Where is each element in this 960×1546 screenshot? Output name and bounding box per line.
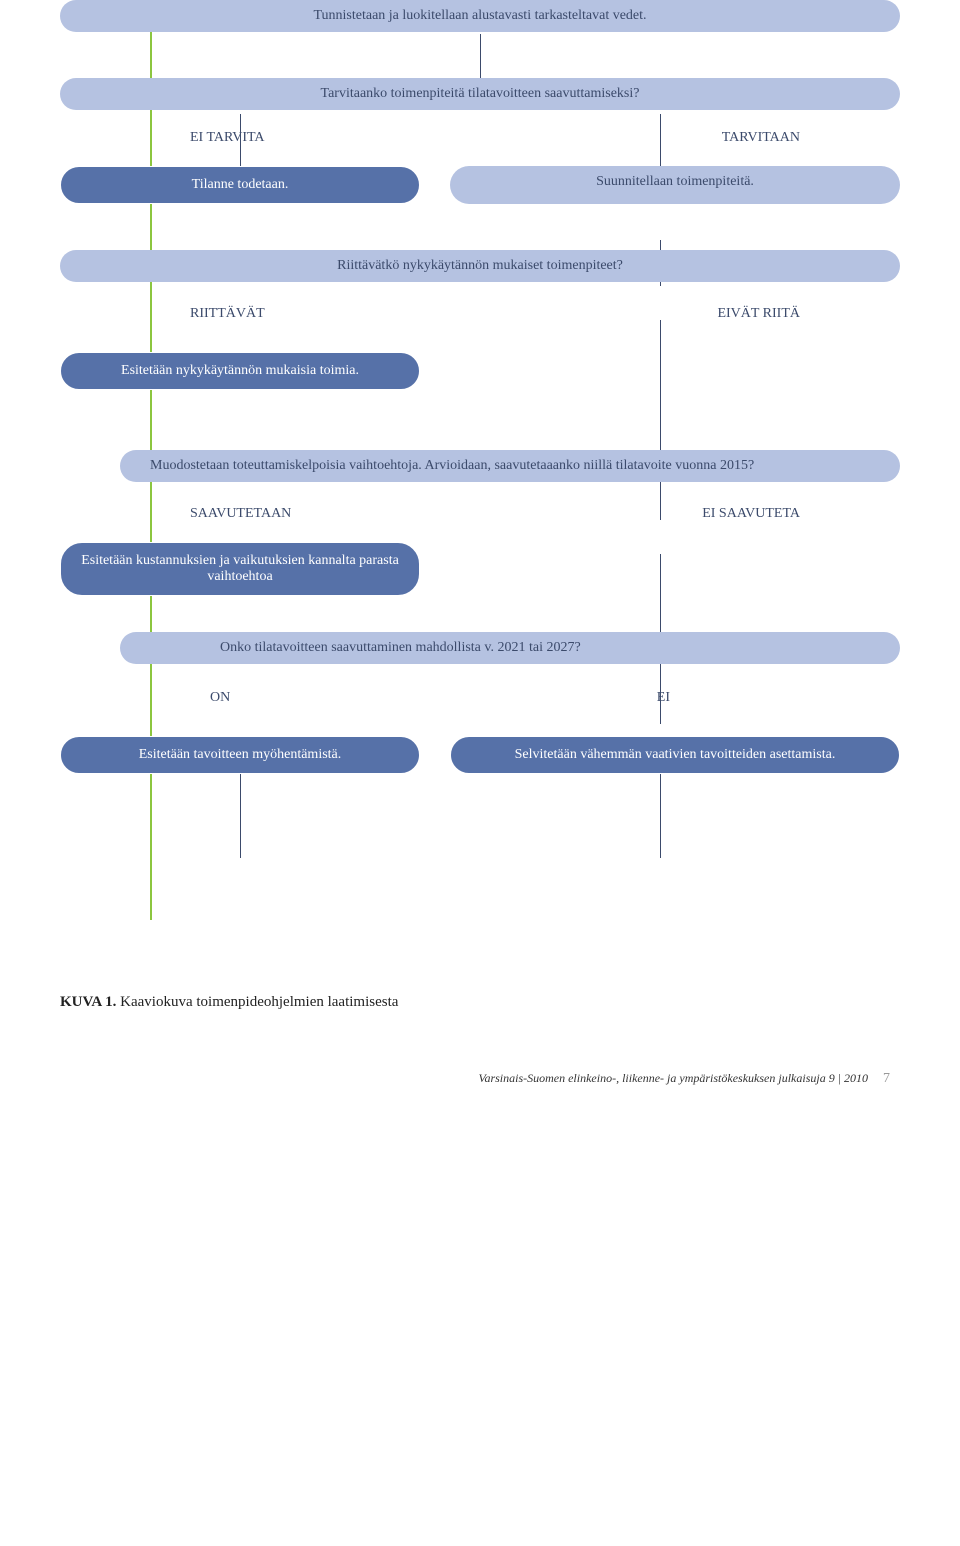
caption-label: KUVA 1. [60, 994, 116, 1010]
node-less-demanding: Selvitetään vähemmän vaativien tavoittei… [450, 736, 900, 774]
node-label: Tilanne todetaan. [192, 177, 289, 192]
decision-text: TARVITAAN [722, 130, 800, 145]
node-label: Onko tilatavoitteen saavuttaminen mahdol… [220, 640, 581, 655]
node-identify: Tunnistetaan ja luokitellaan alustavasti… [60, 0, 900, 32]
node-need-measures: Tarvitaanko toimenpiteitä tilatavoitteen… [60, 78, 900, 110]
connector [660, 320, 661, 520]
decision-not-achieved: EI SAAVUTETA [702, 506, 800, 522]
node-label: Muodostetaan toteuttamiskelpoisia vaihto… [150, 458, 754, 473]
page-number: 7 [883, 1071, 890, 1086]
node-label: Selvitetään vähemmän vaativien tavoittei… [515, 747, 836, 762]
figure-caption: KUVA 1. Kaaviokuva toimenpideohjelmien l… [60, 994, 900, 1011]
node-form-alternatives: Muodostetaan toteuttamiskelpoisia vaihto… [120, 450, 900, 482]
footer-text: Varsinais-Suomen elinkeino-, liikenne- j… [478, 1071, 868, 1085]
connector [480, 34, 481, 80]
node-present-current: Esitetään nykykäytännön mukaisia toimia. [60, 352, 420, 390]
decision-no: EI [657, 690, 670, 706]
decision-text: EI SAAVUTETA [702, 506, 800, 521]
flowchart: Tunnistetaan ja luokitellaan alustavasti… [60, 0, 900, 774]
node-postpone-target: Esitetään tavoitteen myöhentämistä. [60, 736, 420, 774]
node-situation-noted: Tilanne todetaan. [60, 166, 420, 204]
decision-text: EI TARVITA [190, 130, 265, 145]
node-best-alternative: Esitetään kustannuksien ja vaikutuksien … [60, 542, 420, 596]
decision-yes: ON [210, 690, 230, 706]
node-plan-measures: Suunnitellaan toimenpiteitä. [450, 166, 900, 204]
page-footer: Varsinais-Suomen elinkeino-, liikenne- j… [60, 1071, 900, 1087]
node-label: Riittävätkö nykykäytännön mukaiset toime… [337, 258, 623, 273]
decision-text: SAAVUTETAAN [190, 506, 291, 521]
decision-achieved: SAAVUTETAAN [190, 506, 291, 522]
node-label: Esitetään tavoitteen myöhentämistä. [139, 747, 342, 762]
node-label: Suunnitellaan toimenpiteitä. [596, 174, 754, 189]
node-label: Esitetään nykykäytännön mukaisia toimia. [121, 363, 359, 378]
node-label: Esitetään kustannuksien ja vaikutuksien … [81, 553, 399, 584]
decision-not-sufficient: EIVÄT RIITÄ [717, 306, 800, 322]
decision-text: EI [657, 690, 670, 705]
node-current-sufficient: Riittävätkö nykykäytännön mukaiset toime… [60, 250, 900, 282]
decision-text: RIITTÄVÄT [190, 306, 265, 321]
caption-text: Kaaviokuva toimenpideohjelmien laatimise… [120, 994, 398, 1010]
node-label: Tunnistetaan ja luokitellaan alustavasti… [313, 8, 646, 23]
node-label: Tarvitaanko toimenpiteitä tilatavoitteen… [321, 86, 640, 101]
decision-text: ON [210, 690, 230, 705]
decision-need: TARVITAAN [722, 130, 800, 146]
decision-sufficient: RIITTÄVÄT [190, 306, 265, 322]
decision-no-need: EI TARVITA [190, 130, 265, 146]
node-possible-later: Onko tilatavoitteen saavuttaminen mahdol… [120, 632, 900, 664]
decision-text: EIVÄT RIITÄ [717, 306, 800, 321]
